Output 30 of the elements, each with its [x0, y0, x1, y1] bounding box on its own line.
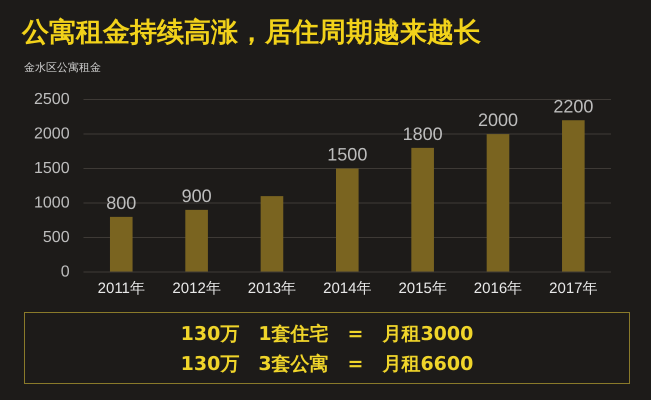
y-tick-label: 2000: [34, 125, 70, 142]
data-label: 1800: [402, 124, 443, 144]
bar: [336, 168, 359, 272]
y-tick-label: 1000: [34, 194, 70, 212]
data-label: 2200: [553, 96, 594, 116]
y-tick-label: 500: [42, 228, 70, 246]
chart-title: 公寓租金持续高涨，居住周期越来越长: [20, 16, 482, 50]
bar: [486, 134, 510, 272]
bar: [185, 210, 208, 272]
data-label: 2000: [478, 110, 518, 130]
chart-subtitle: 金水区公寓租金: [23, 60, 102, 76]
data-label: 800: [106, 192, 136, 213]
data-label: 900: [182, 186, 212, 206]
x-tick-label: 2012年: [172, 280, 221, 298]
x-tick-label: 2017年: [549, 280, 598, 298]
x-tick-label: 2015年: [398, 280, 447, 298]
x-tick-label: 2014年: [323, 280, 372, 298]
y-tick-label: 1500: [34, 160, 70, 177]
bar: [260, 196, 284, 272]
bar: [110, 216, 133, 272]
y-tick-label: 2500: [34, 91, 70, 108]
x-tick-label: 2013年: [248, 280, 296, 298]
x-tick-label: 2011年: [98, 280, 145, 298]
data-label: 1500: [327, 144, 368, 165]
bar: [411, 148, 434, 272]
text: 130万 3套公寓 = 月租6600: [180, 352, 474, 377]
bar: [562, 120, 585, 272]
x-tick-label: 2016年: [474, 280, 522, 298]
y-tick-label: 0: [60, 263, 70, 280]
text: 130万 1套住宅 = 月租3000: [180, 322, 474, 347]
